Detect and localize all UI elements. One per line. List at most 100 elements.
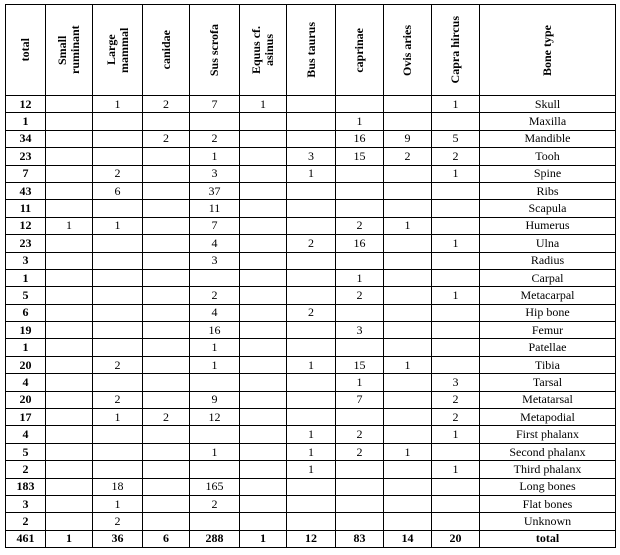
cell: 1 bbox=[431, 460, 480, 479]
header-text: Ovis aries bbox=[400, 24, 414, 76]
cell bbox=[142, 268, 190, 288]
cell bbox=[383, 303, 432, 323]
cell bbox=[45, 390, 93, 410]
cell: 2 bbox=[431, 147, 480, 166]
cell bbox=[45, 373, 93, 392]
cell bbox=[286, 251, 336, 270]
cell bbox=[383, 94, 432, 114]
cell bbox=[142, 303, 190, 323]
column-header: Bus taurus bbox=[286, 4, 336, 96]
cell: 5 bbox=[431, 129, 480, 149]
cell bbox=[239, 338, 287, 357]
cell bbox=[189, 268, 240, 288]
cell bbox=[286, 94, 336, 114]
cell: 14 bbox=[383, 529, 432, 549]
cell bbox=[286, 112, 336, 131]
cell: 20 bbox=[431, 529, 480, 549]
cell bbox=[286, 216, 336, 236]
column-header: Small ruminant bbox=[45, 4, 93, 96]
cell: 12 bbox=[5, 94, 46, 114]
column-header: Bone type bbox=[479, 4, 616, 96]
header-text: Capra hircus bbox=[448, 16, 462, 84]
cell bbox=[142, 477, 190, 496]
cell bbox=[286, 390, 336, 410]
cell bbox=[239, 425, 287, 444]
table-row: 20 2 1 1 15 1 Tibia bbox=[5, 355, 616, 375]
cell bbox=[239, 251, 287, 270]
cell: 3 bbox=[431, 373, 480, 392]
table-row: 1 1 Patellae bbox=[5, 338, 616, 357]
cell: 1 bbox=[431, 234, 480, 253]
cell: 2 bbox=[92, 355, 143, 375]
cell: 1 bbox=[45, 529, 93, 549]
cell: Flat bones bbox=[479, 494, 616, 514]
cell bbox=[383, 512, 432, 531]
cell bbox=[45, 425, 93, 444]
cell: 1 bbox=[189, 442, 240, 462]
cell: Carpal bbox=[479, 268, 616, 288]
cell: 18 bbox=[92, 477, 143, 496]
cell bbox=[239, 477, 287, 496]
cell bbox=[239, 199, 287, 218]
cell: 3 bbox=[5, 494, 46, 514]
cell: total bbox=[479, 529, 616, 549]
header-text: total bbox=[18, 38, 32, 62]
cell: 2 bbox=[189, 494, 240, 514]
cell bbox=[142, 164, 190, 183]
table-row: 3 1 2 Flat bones bbox=[5, 494, 616, 514]
cell: 6 bbox=[92, 181, 143, 201]
cell: Spine bbox=[479, 164, 616, 183]
cell bbox=[239, 164, 287, 183]
cell bbox=[45, 286, 93, 305]
cell bbox=[45, 338, 93, 357]
cell bbox=[142, 251, 190, 270]
cell: Ribs bbox=[479, 181, 616, 201]
cell bbox=[45, 477, 93, 496]
cell: 2 bbox=[92, 512, 143, 531]
cell: 1 bbox=[431, 286, 480, 305]
cell bbox=[45, 408, 93, 427]
cell bbox=[239, 234, 287, 253]
cell: 1 bbox=[383, 216, 432, 236]
cell: 16 bbox=[335, 129, 384, 149]
cell: 7 bbox=[335, 390, 384, 410]
cell: 15 bbox=[335, 147, 384, 166]
cell: 2 bbox=[335, 286, 384, 305]
cell bbox=[239, 147, 287, 166]
cell: 9 bbox=[383, 129, 432, 149]
table-row: 17 1 2 12 2 Metapodial bbox=[5, 408, 616, 427]
cell bbox=[383, 477, 432, 496]
cell bbox=[142, 199, 190, 218]
cell: 3 bbox=[189, 251, 240, 270]
cell bbox=[45, 164, 93, 183]
cell bbox=[239, 112, 287, 131]
cell: 83 bbox=[335, 529, 384, 549]
cell bbox=[45, 181, 93, 201]
cell bbox=[189, 460, 240, 479]
cell: 4 bbox=[189, 303, 240, 323]
cell bbox=[142, 373, 190, 392]
cell bbox=[45, 94, 93, 114]
cell: 165 bbox=[189, 477, 240, 496]
cell: Metapodial bbox=[479, 408, 616, 427]
cell: 9 bbox=[189, 390, 240, 410]
cell: 1 bbox=[92, 94, 143, 114]
cell: 7 bbox=[5, 164, 46, 183]
column-header: Ovis aries bbox=[383, 4, 432, 96]
cell: 3 bbox=[5, 251, 46, 270]
table-row: 7 2 3 1 1 Spine bbox=[5, 164, 616, 183]
cell bbox=[335, 408, 384, 427]
cell bbox=[335, 338, 384, 357]
cell bbox=[383, 164, 432, 183]
cell: 2 bbox=[335, 442, 384, 462]
cell: 2 bbox=[335, 425, 384, 444]
cell: 1 bbox=[5, 338, 46, 357]
cell bbox=[142, 460, 190, 479]
cell bbox=[142, 512, 190, 531]
header-text: Large mammal bbox=[103, 27, 131, 73]
cell: 1 bbox=[286, 442, 336, 462]
cell: 1 bbox=[286, 355, 336, 375]
cell bbox=[431, 477, 480, 496]
cell: 1 bbox=[286, 425, 336, 444]
